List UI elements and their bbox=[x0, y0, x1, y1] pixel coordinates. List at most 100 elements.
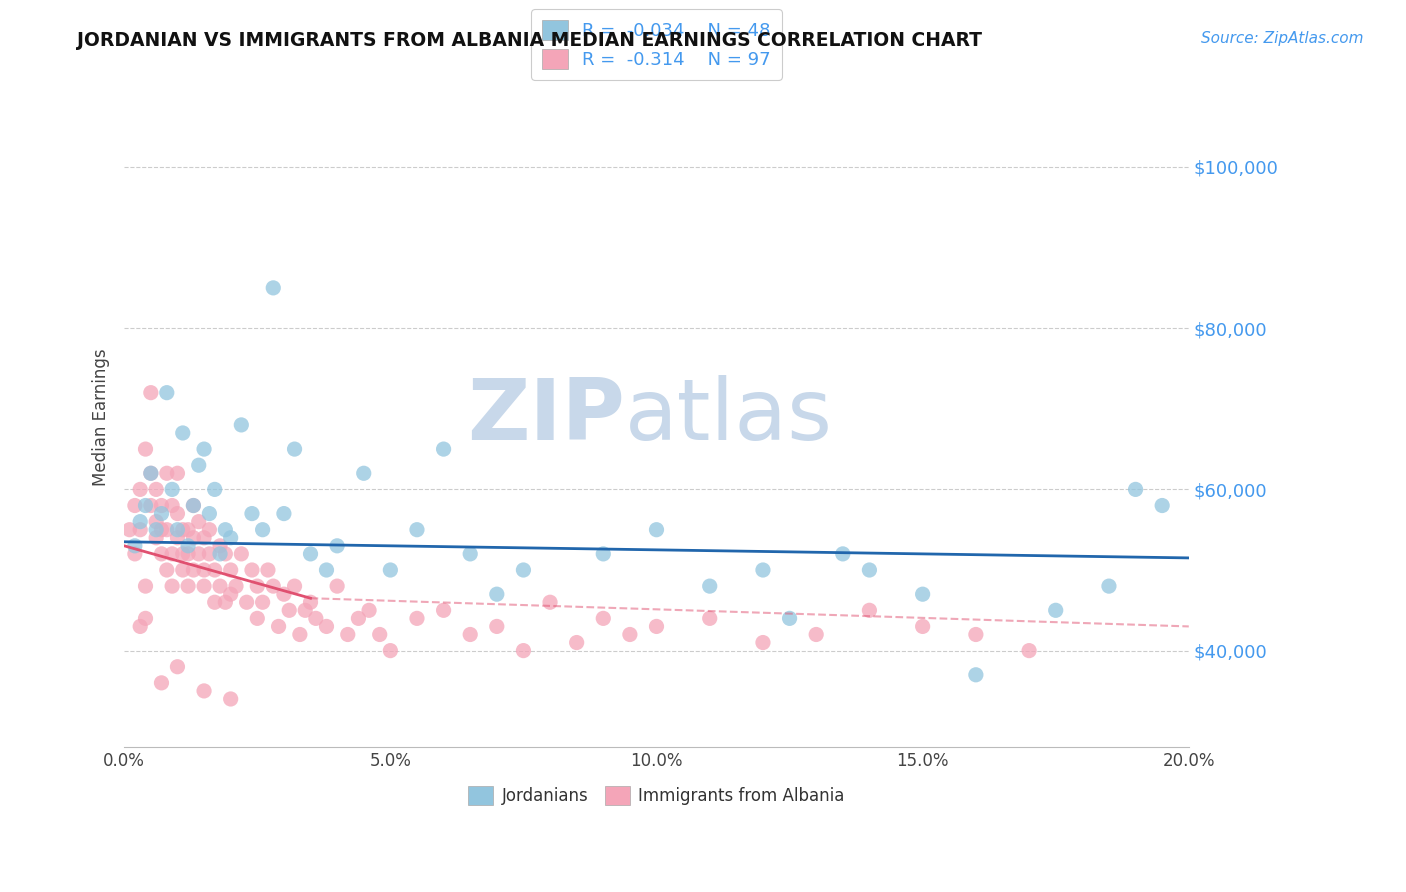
Point bbox=[699, 611, 721, 625]
Point bbox=[124, 499, 146, 513]
Point bbox=[485, 619, 508, 633]
Point bbox=[134, 611, 156, 625]
Point bbox=[219, 563, 242, 577]
Point bbox=[592, 547, 614, 561]
Point bbox=[288, 627, 311, 641]
Point bbox=[315, 619, 337, 633]
Point bbox=[204, 483, 226, 497]
Point bbox=[198, 547, 221, 561]
Point bbox=[134, 442, 156, 456]
Point bbox=[357, 603, 380, 617]
Point bbox=[214, 595, 236, 609]
Point bbox=[177, 523, 200, 537]
Point bbox=[118, 523, 141, 537]
Point bbox=[336, 627, 359, 641]
Point bbox=[240, 563, 263, 577]
Point bbox=[368, 627, 391, 641]
Point bbox=[485, 587, 508, 601]
Point bbox=[299, 547, 322, 561]
Point bbox=[156, 467, 179, 481]
Point bbox=[124, 547, 146, 561]
Point bbox=[965, 627, 987, 641]
Point bbox=[214, 523, 236, 537]
Point bbox=[134, 579, 156, 593]
Point bbox=[219, 692, 242, 706]
Point bbox=[187, 547, 209, 561]
Point bbox=[129, 515, 152, 529]
Point bbox=[187, 458, 209, 473]
Point bbox=[183, 499, 205, 513]
Point bbox=[183, 499, 205, 513]
Point bbox=[193, 442, 215, 456]
Point bbox=[156, 563, 179, 577]
Point bbox=[193, 563, 215, 577]
Point bbox=[432, 442, 454, 456]
Text: JORDANIAN VS IMMIGRANTS FROM ALBANIA MEDIAN EARNINGS CORRELATION CHART: JORDANIAN VS IMMIGRANTS FROM ALBANIA MED… bbox=[77, 31, 983, 50]
Point bbox=[240, 507, 263, 521]
Point bbox=[326, 579, 349, 593]
Point bbox=[246, 579, 269, 593]
Point bbox=[150, 547, 173, 561]
Point bbox=[831, 547, 853, 561]
Y-axis label: Median Earnings: Median Earnings bbox=[93, 348, 110, 485]
Point bbox=[208, 547, 231, 561]
Point bbox=[166, 531, 188, 545]
Point bbox=[252, 595, 274, 609]
Point bbox=[139, 467, 162, 481]
Point bbox=[160, 579, 183, 593]
Point bbox=[458, 627, 481, 641]
Point bbox=[262, 579, 284, 593]
Point bbox=[858, 563, 880, 577]
Point bbox=[512, 643, 534, 657]
Point bbox=[699, 579, 721, 593]
Point bbox=[965, 667, 987, 681]
Point bbox=[214, 547, 236, 561]
Point bbox=[305, 611, 328, 625]
Point bbox=[283, 579, 305, 593]
Point bbox=[262, 281, 284, 295]
Point bbox=[219, 587, 242, 601]
Point bbox=[1125, 483, 1147, 497]
Point bbox=[406, 523, 429, 537]
Point bbox=[911, 587, 934, 601]
Point bbox=[129, 523, 152, 537]
Point bbox=[225, 579, 247, 593]
Point bbox=[231, 417, 253, 432]
Point bbox=[166, 467, 188, 481]
Point bbox=[565, 635, 588, 649]
Point bbox=[150, 523, 173, 537]
Point bbox=[231, 547, 253, 561]
Point bbox=[380, 563, 402, 577]
Point bbox=[752, 635, 775, 649]
Point bbox=[166, 507, 188, 521]
Point bbox=[139, 467, 162, 481]
Point bbox=[172, 425, 194, 440]
Point bbox=[592, 611, 614, 625]
Point bbox=[187, 515, 209, 529]
Point bbox=[267, 619, 290, 633]
Point bbox=[806, 627, 828, 641]
Point bbox=[193, 684, 215, 698]
Point bbox=[208, 579, 231, 593]
Point bbox=[458, 547, 481, 561]
Point bbox=[139, 385, 162, 400]
Point bbox=[172, 523, 194, 537]
Point bbox=[752, 563, 775, 577]
Text: atlas: atlas bbox=[624, 376, 832, 458]
Point bbox=[204, 595, 226, 609]
Text: Source: ZipAtlas.com: Source: ZipAtlas.com bbox=[1201, 31, 1364, 46]
Point bbox=[645, 619, 668, 633]
Point bbox=[124, 539, 146, 553]
Point bbox=[326, 539, 349, 553]
Point bbox=[353, 467, 375, 481]
Point bbox=[139, 499, 162, 513]
Point bbox=[538, 595, 561, 609]
Point bbox=[294, 603, 316, 617]
Point bbox=[858, 603, 880, 617]
Point bbox=[177, 579, 200, 593]
Point bbox=[512, 563, 534, 577]
Point bbox=[380, 643, 402, 657]
Point bbox=[166, 659, 188, 673]
Point bbox=[273, 587, 295, 601]
Point bbox=[183, 531, 205, 545]
